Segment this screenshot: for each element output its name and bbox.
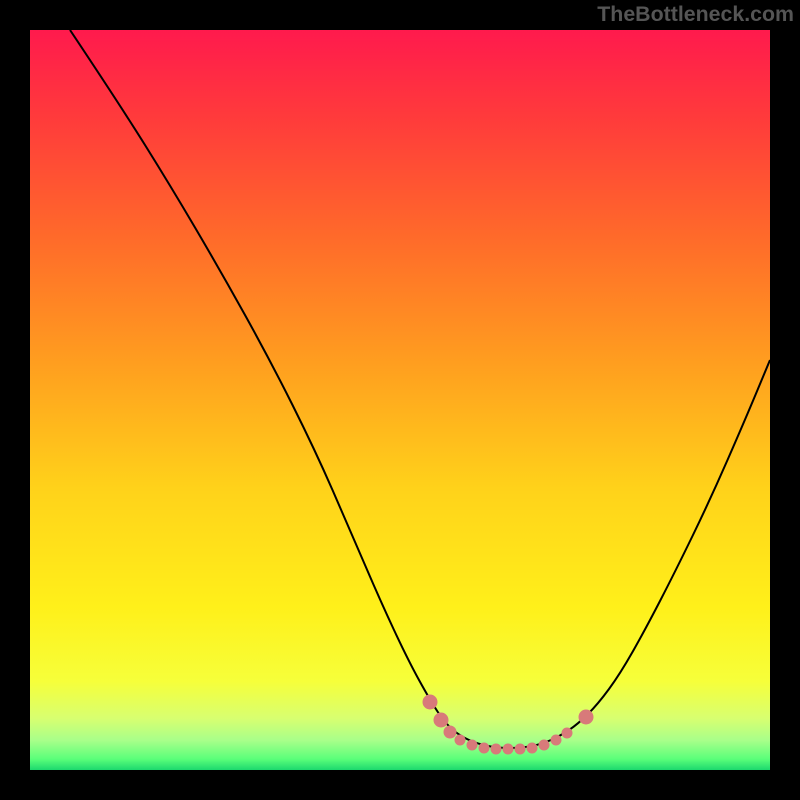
marker-dot [434,713,448,727]
watermark-text: TheBottleneck.com [597,2,794,27]
marker-dot [527,743,537,753]
plot-area [30,30,770,770]
curve-markers [30,30,770,770]
chart-root: TheBottleneck.com [0,0,800,800]
marker-dot [444,726,456,738]
marker-dot [491,744,501,754]
marker-dot [551,735,561,745]
marker-dot [423,695,437,709]
marker-dot [479,743,489,753]
marker-dot [503,744,513,754]
marker-dot [515,744,525,754]
marker-dot [455,735,465,745]
marker-dot [467,740,477,750]
marker-dot [562,728,572,738]
marker-dot [579,710,593,724]
marker-dot [539,740,549,750]
